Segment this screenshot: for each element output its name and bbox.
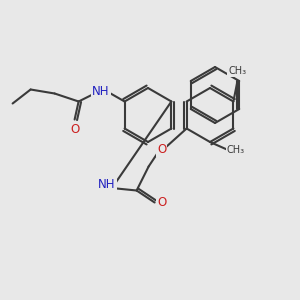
Text: CH₃: CH₃	[228, 67, 246, 76]
Text: NH: NH	[98, 178, 116, 191]
Text: O: O	[157, 196, 166, 209]
Text: NH: NH	[92, 85, 110, 98]
Text: O: O	[157, 143, 166, 156]
Text: CH₃: CH₃	[227, 145, 245, 155]
Text: O: O	[70, 123, 79, 136]
